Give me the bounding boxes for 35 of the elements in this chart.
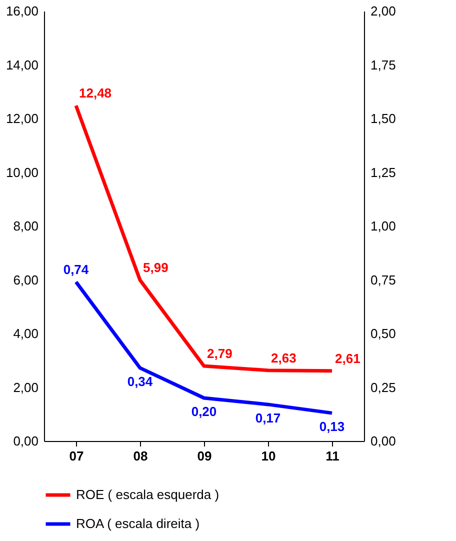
y2-tick-label: 2,00 bbox=[370, 4, 396, 18]
data-label: 12,48 bbox=[79, 86, 112, 101]
y-tick-label: 0,00 bbox=[13, 434, 38, 448]
y-tick-label: 10,00 bbox=[6, 164, 38, 180]
data-label: 2,79 bbox=[207, 346, 232, 362]
data-label: 0,74 bbox=[63, 262, 90, 277]
y2-tick-label: 0,75 bbox=[370, 272, 396, 288]
data-label: 5,99 bbox=[143, 260, 168, 276]
y-tick-label: 4,00 bbox=[13, 326, 38, 341]
legend-label: ROE ( escala esquerda ) bbox=[76, 487, 220, 502]
y2-tick-label: 1,25 bbox=[370, 164, 396, 180]
y-tick-label: 14,00 bbox=[6, 57, 38, 72]
data-label: 0,20 bbox=[191, 404, 217, 419]
x-tick-label: 09 bbox=[197, 448, 212, 464]
x-tick-label: 11 bbox=[326, 448, 340, 464]
y-tick-label: 12,00 bbox=[6, 111, 38, 126]
y-tick-label: 16,00 bbox=[6, 4, 38, 18]
y2-tick-label: 1,75 bbox=[370, 57, 396, 72]
data-label: 0,17 bbox=[255, 410, 281, 426]
legend-label: ROA ( escala direita ) bbox=[76, 516, 200, 531]
y2-tick-label: 0,50 bbox=[370, 326, 396, 341]
data-label: 2,61 bbox=[335, 350, 360, 366]
data-label: 0,34 bbox=[127, 374, 154, 389]
y2-tick-label: 0,25 bbox=[370, 380, 396, 395]
data-label: 0,13 bbox=[319, 419, 345, 434]
y-tick-label: 2,00 bbox=[13, 380, 38, 395]
y-tick-label: 8,00 bbox=[13, 218, 38, 234]
x-tick-label: 10 bbox=[261, 448, 276, 464]
y2-tick-label: 0,00 bbox=[370, 434, 396, 448]
y-tick-label: 6,00 bbox=[13, 272, 38, 288]
y2-tick-label: 1,50 bbox=[370, 111, 396, 126]
x-tick-label: 07 bbox=[69, 448, 84, 464]
x-tick-label: 08 bbox=[133, 448, 148, 464]
y2-tick-label: 1,00 bbox=[370, 218, 396, 234]
data-label: 2,63 bbox=[271, 350, 296, 366]
